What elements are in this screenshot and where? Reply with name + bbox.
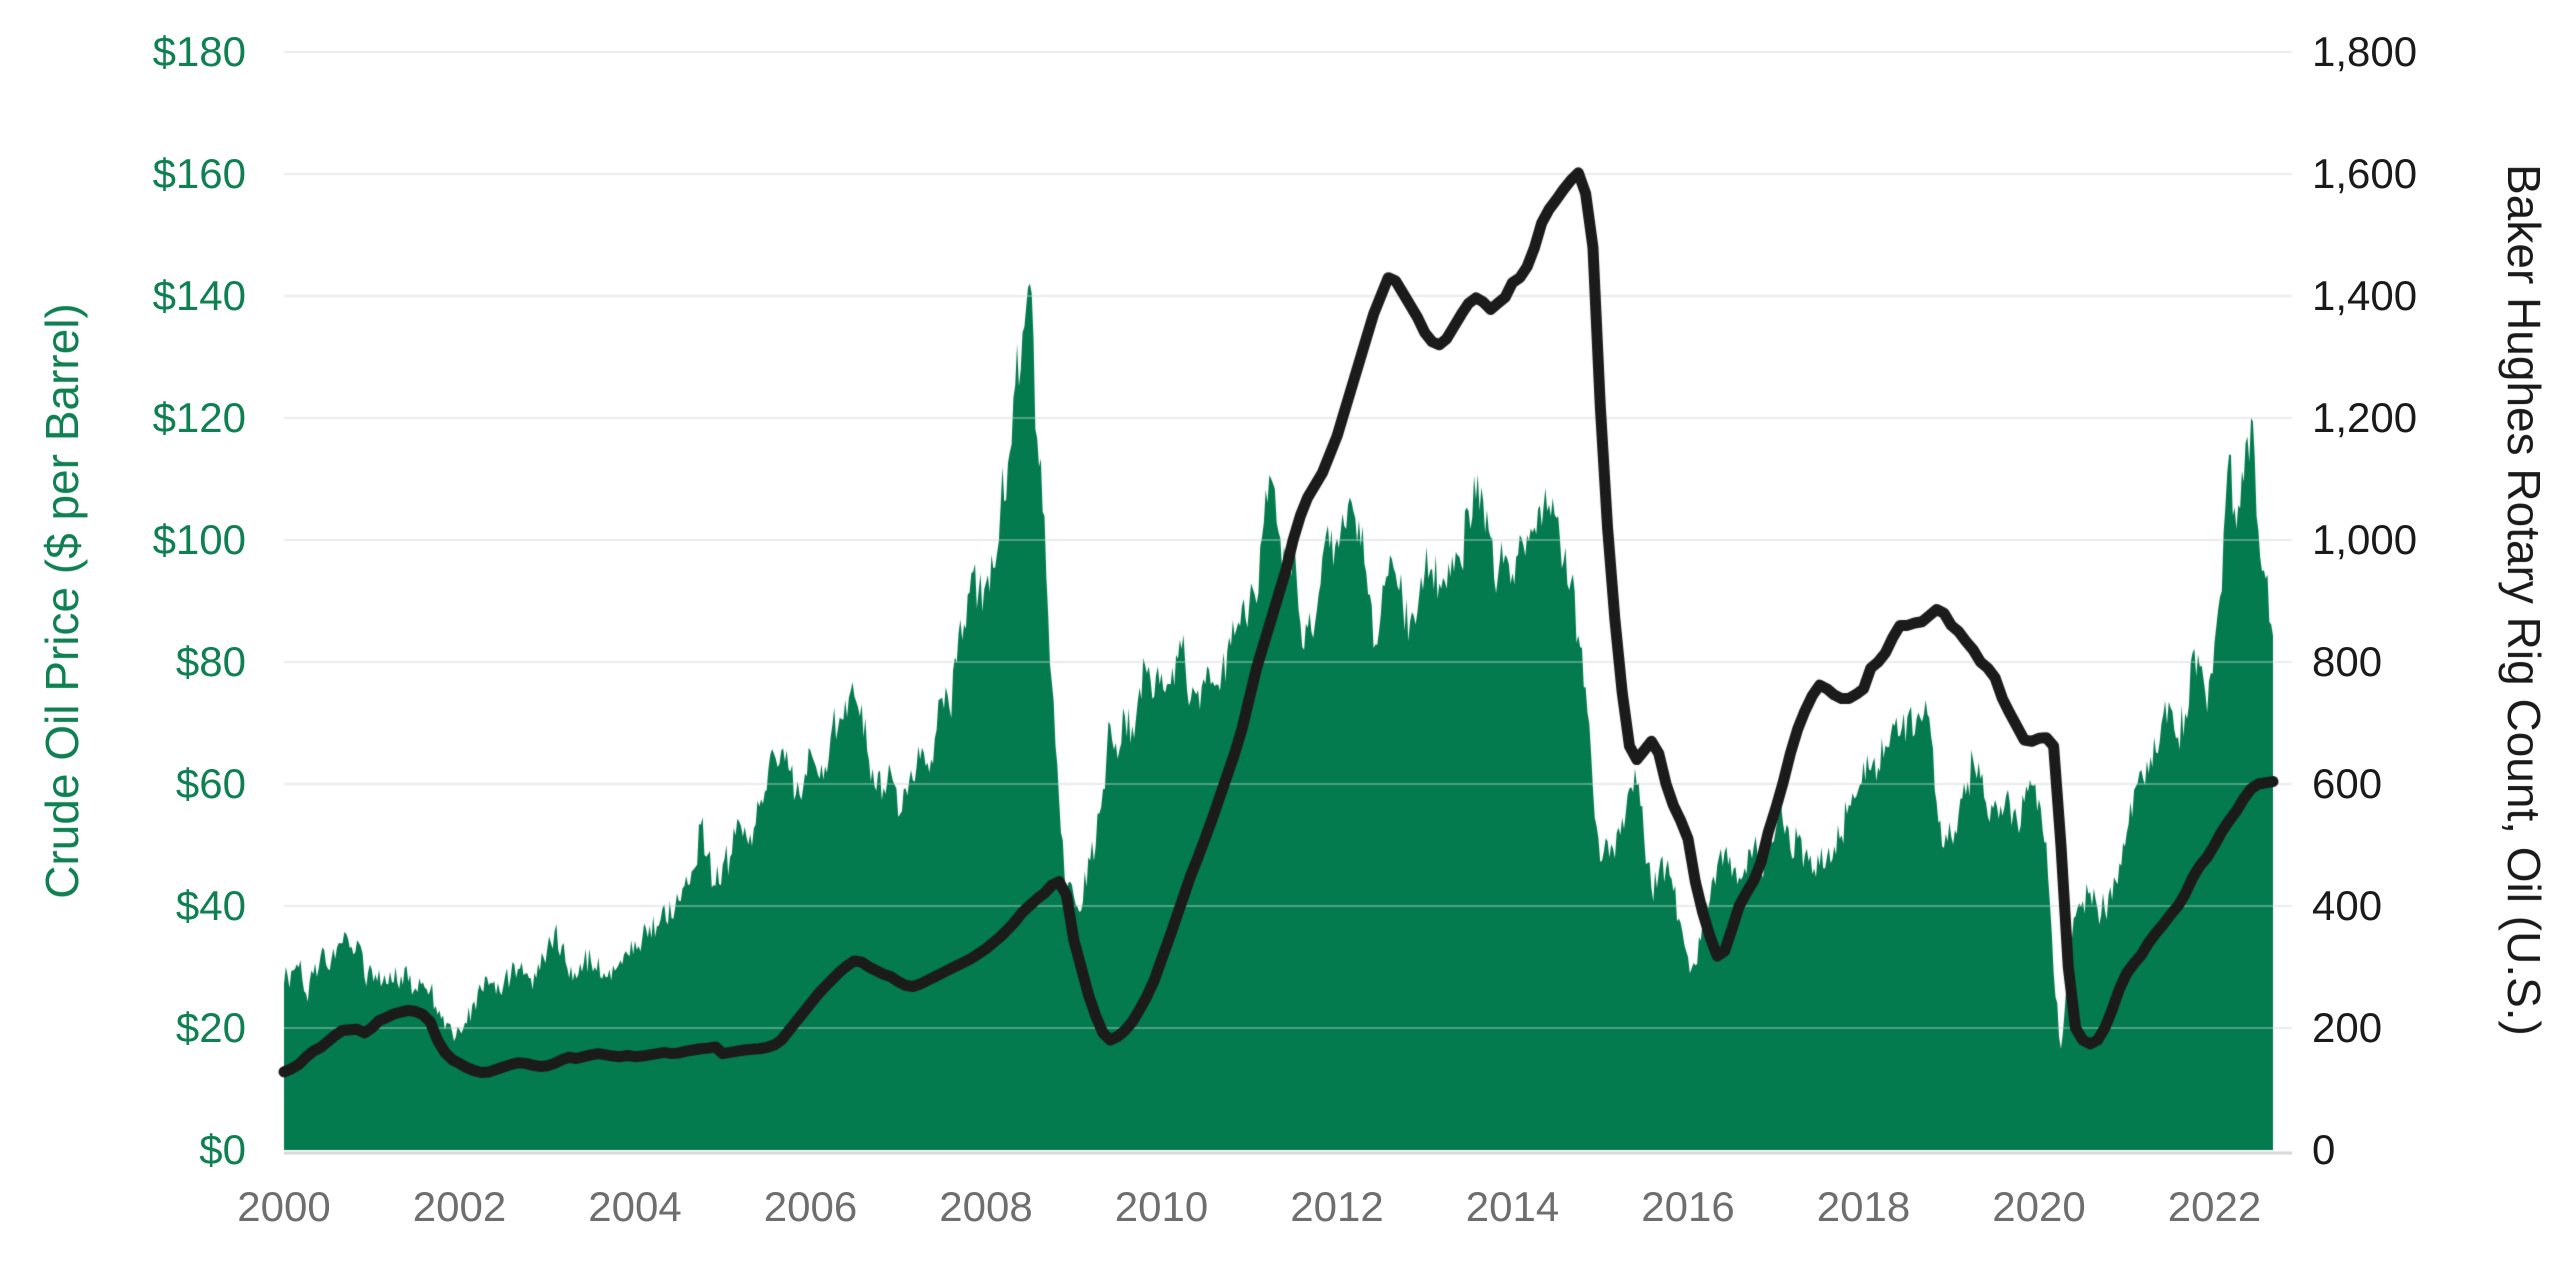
right-axis-tick-200: 200 [2312,1004,2383,1051]
right-axis-tick-1600: 1,600 [2312,150,2418,197]
left-axis-tick-20: $20 [175,1004,246,1051]
x-axis-tick-2000: 2000 [237,1183,331,1230]
right-axis-title: Baker Hughes Rotary Rig Count, Oil (U.S.… [2498,164,2550,1036]
x-axis-tick-2006: 2006 [763,1183,858,1230]
right-axis-tick-1200: 1,200 [2312,394,2418,441]
left-axis-tick-0: $0 [199,1126,246,1173]
x-axis-tick-2016: 2016 [1641,1183,1735,1230]
x-axis-tick-2008: 2008 [939,1183,1033,1230]
left-axis-tick-160: $160 [152,150,246,197]
x-axis-tick-2012: 2012 [1290,1183,1384,1230]
left-axis-tick-180: $180 [152,28,246,75]
left-axis-title: Crude Oil Price ($ per Barrel) [36,303,88,899]
right-axis-tick-1400: 1,400 [2312,272,2418,319]
right-axis-tick-1800: 1,800 [2312,28,2418,75]
x-axis-tick-2002: 2002 [412,1183,507,1230]
x-axis-tick-2014: 2014 [1465,1183,1560,1230]
left-axis-tick-140: $140 [152,272,246,319]
left-axis-tick-100: $100 [152,516,246,563]
x-axis-tick-2004: 2004 [588,1183,682,1230]
right-axis-tick-600: 600 [2312,760,2383,807]
x-axis-tick-2018: 2018 [1816,1183,1911,1230]
x-axis-tick-2022: 2022 [2167,1183,2262,1230]
x-axis-tick-2020: 2020 [1992,1183,2086,1230]
left-axis-tick-40: $40 [175,882,246,929]
left-axis-tick-80: $80 [175,638,246,685]
right-axis-tick-1000: 1,000 [2312,516,2418,563]
right-axis-tick-800: 800 [2312,638,2383,685]
left-axis-tick-120: $120 [152,394,246,441]
right-axis-tick-400: 400 [2312,882,2383,929]
x-axis-tick-2010: 2010 [1114,1183,1209,1230]
right-axis-tick-0: 0 [2312,1126,2336,1173]
left-axis-tick-60: $60 [175,760,246,807]
